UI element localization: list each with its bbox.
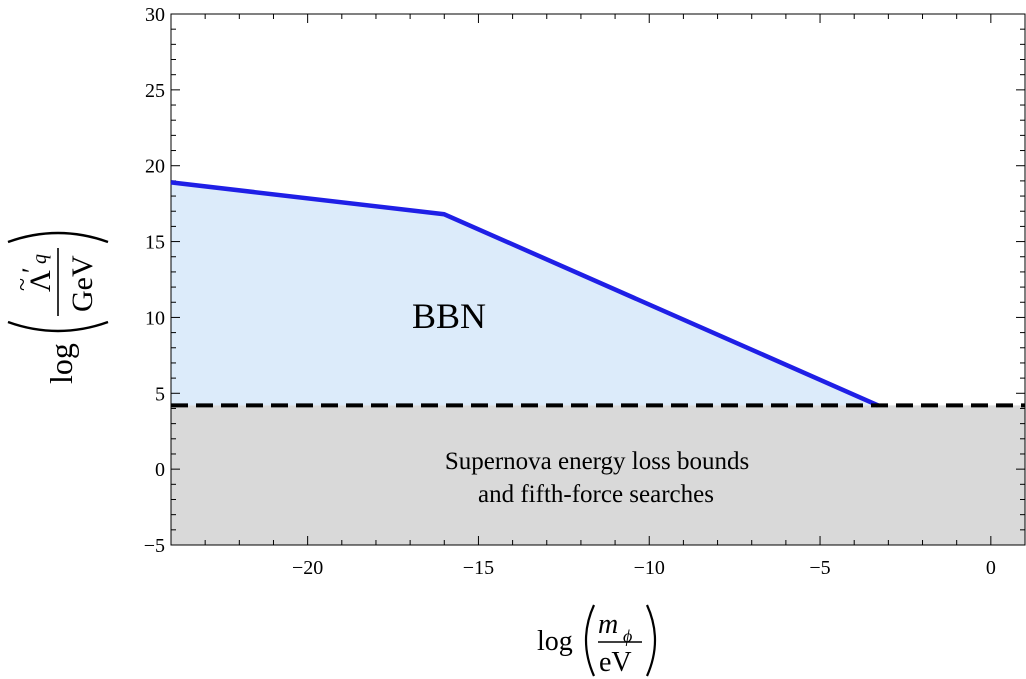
y-axis-numerator-sub: q: [29, 254, 51, 264]
x-tick-label: 0: [986, 557, 996, 579]
y-tick-label: 25: [145, 80, 165, 102]
y-axis-log: log: [43, 343, 79, 384]
y-axis-label: log Λ ~ ′ q GeV: [7, 231, 109, 384]
y-tick-label: 20: [145, 156, 165, 178]
x-axis-left-paren: [584, 604, 596, 677]
supernova-label-line2: and fifth-force searches: [478, 481, 714, 508]
y-axis-right-paren: [7, 231, 109, 244]
x-axis-log: log: [537, 626, 573, 657]
plot-frame: [170, 13, 1026, 546]
x-axis-label: log m ϕ eV: [537, 604, 657, 678]
supernova-region: [171, 405, 1025, 545]
x-tick-label: −15: [463, 557, 494, 579]
y-tick-label: −5: [144, 535, 165, 557]
x-axis-right-paren: [645, 604, 657, 677]
y-axis-denominator: GeV: [66, 255, 99, 312]
bbn-bound-line: [170, 180, 880, 408]
bbn-region: [171, 182, 879, 406]
y-tick-label: 15: [145, 232, 165, 254]
y-tick-label: 10: [145, 307, 165, 329]
y-axis-numerator-tilde: ~: [10, 278, 36, 291]
x-tick-label: −10: [634, 557, 665, 579]
x-axis-numerator-sub: ϕ: [623, 626, 632, 646]
supernova-label-line1: Supernova energy loss bounds: [445, 448, 749, 475]
y-axis-numerator: Λ: [24, 270, 57, 292]
x-axis-denominator: eV: [599, 647, 632, 678]
bbn-label: BBN: [412, 296, 486, 336]
x-tick-label: −20: [292, 557, 323, 579]
y-tick-labels: −5 0 5 10 15 20 25 30: [144, 4, 165, 557]
y-tick-label: 0: [155, 459, 165, 481]
x-tick-labels: −20 −15 −10 −5 0: [292, 557, 996, 579]
x-axis-numerator: m: [598, 609, 618, 640]
y-tick-label: 5: [155, 383, 165, 405]
y-axis-numerator-prime: ′: [17, 267, 46, 273]
x-tick-label: −5: [809, 557, 830, 579]
y-axis-left-paren: [7, 320, 109, 333]
y-tick-label: 30: [145, 4, 165, 26]
